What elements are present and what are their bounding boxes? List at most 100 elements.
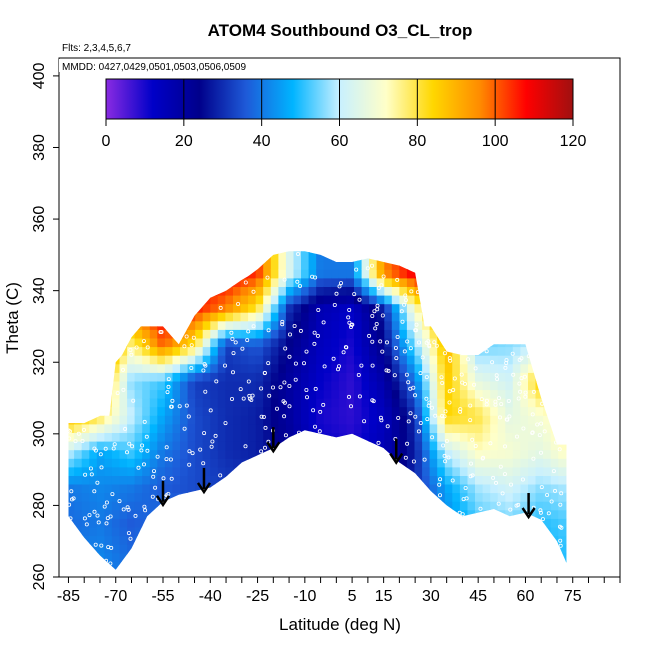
heatmap-cell [482, 355, 491, 365]
heatmap-cell [429, 423, 438, 433]
heatmap-cell [180, 312, 189, 322]
heatmap-cell [293, 363, 302, 373]
heatmap-cell [202, 346, 211, 356]
sample-marker [68, 502, 72, 507]
heatmap-cell [68, 337, 75, 348]
heatmap-cell [81, 449, 90, 459]
heatmap-cell [338, 544, 348, 554]
heatmap-cell [59, 450, 67, 459]
heatmap-cell [384, 492, 393, 502]
heatmap-cell [195, 329, 204, 339]
heatmap-cell [316, 286, 325, 296]
heatmap-cell [490, 501, 499, 511]
heatmap-cell [89, 269, 98, 279]
sample-marker [530, 430, 535, 435]
heatmap-cell [270, 260, 279, 270]
heatmap-cell [512, 406, 521, 416]
heatmap-cell [331, 475, 340, 485]
heatmap-cell [414, 501, 423, 511]
heatmap-cell [217, 329, 226, 339]
heatmap-cell [543, 303, 552, 313]
heatmap-cell [482, 251, 491, 253]
heatmap-cell [384, 286, 393, 296]
heatmap-cell [482, 363, 491, 373]
sample-marker [218, 473, 223, 478]
heatmap-cell [157, 251, 166, 253]
heatmap-cell [157, 303, 166, 313]
heatmap-cell [346, 363, 355, 373]
heatmap-cell [376, 535, 385, 545]
heatmap-cell [437, 251, 446, 253]
heatmap-cell [59, 355, 67, 364]
sample-marker [301, 361, 306, 366]
heatmap-cell [414, 552, 423, 562]
heatmap-cell [520, 295, 529, 305]
heatmap-cell [376, 320, 385, 330]
heatmap-cell [369, 544, 378, 554]
heatmap-cell [437, 398, 446, 408]
heatmap-cell [149, 518, 158, 528]
heatmap-cell [482, 303, 491, 313]
heatmap-cell [376, 406, 385, 416]
heatmap-cell [255, 269, 264, 279]
heatmap-cell [127, 260, 136, 270]
sample-marker [125, 505, 130, 510]
heatmap-cell [180, 380, 189, 391]
heatmap-cell [134, 295, 143, 305]
heatmap-cell [346, 535, 355, 545]
heatmap-cell [361, 251, 370, 253]
heatmap-cell [316, 380, 325, 391]
heatmap-cell [331, 337, 340, 348]
heatmap-cell [452, 329, 461, 339]
heatmap-cell [248, 561, 257, 570]
heatmap-cell [437, 355, 446, 365]
heatmap-cell [467, 372, 476, 382]
heatmap-cell [301, 415, 310, 425]
heatmap-cell [217, 277, 226, 287]
heatmap-cell [338, 466, 348, 476]
heatmap-cell [550, 552, 559, 562]
heatmap-cell [225, 295, 234, 305]
heatmap-cell [565, 337, 567, 348]
heatmap-cell [338, 432, 348, 442]
heatmap-cell [316, 492, 325, 502]
sample-marker [68, 429, 72, 434]
heatmap-cell [225, 501, 234, 511]
heatmap-cell [429, 372, 438, 382]
sample-marker [111, 446, 116, 451]
sample-marker [442, 351, 447, 356]
heatmap-cell [512, 329, 521, 339]
heatmap-cell [316, 509, 325, 519]
sample-marker [322, 364, 327, 369]
sample-marker [522, 374, 527, 379]
heatmap-cell [565, 372, 567, 382]
heatmap-cell [565, 389, 567, 399]
sample-marker [416, 429, 421, 434]
heatmap-cell [384, 329, 393, 339]
heatmap-cell [361, 363, 370, 373]
sample-marker [198, 447, 203, 452]
heatmap-cell [323, 380, 332, 391]
heatmap-cell [248, 483, 257, 494]
sample-marker [464, 496, 469, 501]
heatmap-cell [535, 295, 544, 305]
heatmap-cell [414, 509, 423, 519]
heatmap-cell [240, 561, 249, 570]
heatmap-cell [316, 252, 325, 262]
heatmap-cell [384, 501, 393, 511]
heatmap-cell [210, 561, 219, 570]
heatmap-cell [111, 320, 121, 330]
sample-marker [164, 445, 169, 450]
heatmap-cell [384, 363, 393, 373]
heatmap-cell [81, 346, 90, 356]
heatmap-cell [512, 363, 521, 373]
heatmap-cell [475, 561, 484, 570]
heatmap-cell [263, 380, 272, 391]
heatmap-cell [490, 312, 499, 322]
heatmap-cell [240, 372, 249, 382]
heatmap-cell [497, 466, 506, 476]
x-axis-tick-label: -55 [151, 588, 174, 605]
heatmap-cell [104, 509, 113, 519]
heatmap-cell [369, 423, 378, 433]
heatmap-cell [248, 252, 257, 262]
